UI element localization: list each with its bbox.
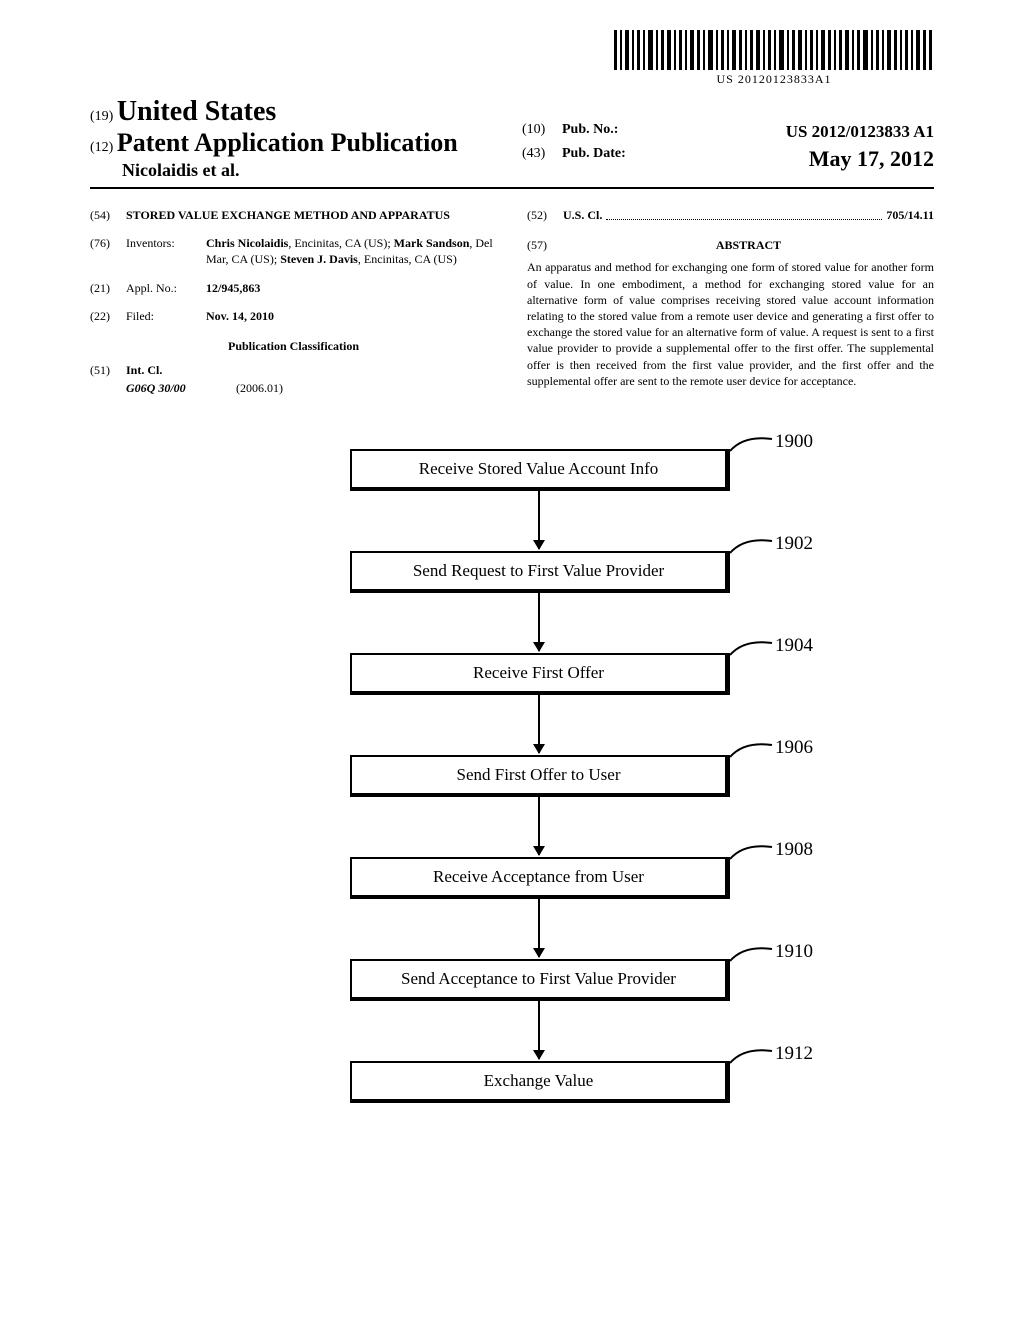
pub-date-code: (43) (522, 146, 562, 172)
flowchart-diagram: Receive Stored Value Account Info1900Sen… (90, 429, 934, 1179)
intcl-code: (51) (90, 362, 126, 378)
patent-title: STORED VALUE EXCHANGE METHOD AND APPARAT… (126, 207, 497, 223)
appl-code: (21) (90, 280, 126, 296)
bibliographic-section: (54) STORED VALUE EXCHANGE METHOD AND AP… (90, 207, 934, 409)
uscl-code: (52) (527, 207, 563, 223)
barcode-svg (614, 30, 934, 70)
intcl-label: Int. Cl. (126, 362, 497, 378)
abstract-header: ABSTRACT (563, 237, 934, 253)
country-name: United States (117, 96, 276, 127)
abstract-text: An apparatus and method for exchanging o… (527, 259, 934, 389)
flow-arrow (538, 1001, 540, 1059)
authors-line: Nicolaidis et al. (90, 160, 502, 181)
pub-no-value: US 2012/0123833 A1 (652, 122, 934, 142)
flow-arrow (538, 491, 540, 549)
leader-line (724, 431, 784, 471)
leader-line (724, 737, 784, 777)
flow-step-box: Exchange Value (350, 1061, 730, 1103)
filed-value: Nov. 14, 2010 (206, 308, 497, 324)
flow-arrow (538, 797, 540, 855)
uscl-label: U.S. Cl. (563, 207, 602, 223)
flow-step-box: Receive Acceptance from User (350, 857, 730, 899)
inventors-code: (76) (90, 235, 126, 267)
leader-line (724, 1043, 784, 1083)
pub-no-label: Pub. No.: (562, 122, 652, 142)
pub-type: Patent Application Publication (117, 128, 458, 157)
flow-step-box: Receive First Offer (350, 653, 730, 695)
flow-step-box: Receive Stored Value Account Info (350, 449, 730, 491)
leader-line (724, 533, 784, 573)
flow-arrow (538, 593, 540, 651)
flow-step-box: Send First Offer to User (350, 755, 730, 797)
inventors-label: Inventors: (126, 235, 206, 267)
abstract-code: (57) (527, 237, 563, 259)
flow-arrow (538, 899, 540, 957)
appl-value: 12/945,863 (206, 280, 497, 296)
barcode-block: US 20120123833A1 (90, 30, 934, 88)
filed-code: (22) (90, 308, 126, 324)
barcode-text: US 20120123833A1 (614, 72, 934, 87)
filed-label: Filed: (126, 308, 206, 324)
intcl-class: G06Q 30/00 (126, 380, 236, 396)
leader-line (724, 635, 784, 675)
title-code: (54) (90, 207, 126, 223)
flow-step-box: Send Request to First Value Provider (350, 551, 730, 593)
intcl-date: (2006.01) (236, 380, 283, 396)
leader-line (724, 941, 784, 981)
dotted-leader (606, 219, 882, 220)
flow-arrow (538, 695, 540, 753)
pub-type-code: (12) (90, 140, 113, 155)
pub-no-code: (10) (522, 122, 562, 142)
inventors-list: Chris Nicolaidis, Encinitas, CA (US); Ma… (206, 235, 497, 267)
classification-header: Publication Classification (90, 338, 497, 354)
pub-date-label: Pub. Date: (562, 146, 652, 172)
country-code: (19) (90, 109, 113, 124)
flow-step-box: Send Acceptance to First Value Provider (350, 959, 730, 1001)
leader-line (724, 839, 784, 879)
patent-header: (19) United States (12) Patent Applicati… (90, 96, 934, 189)
pub-date-value: May 17, 2012 (652, 146, 934, 172)
uscl-value: 705/14.11 (886, 207, 934, 223)
appl-label: Appl. No.: (126, 280, 206, 296)
